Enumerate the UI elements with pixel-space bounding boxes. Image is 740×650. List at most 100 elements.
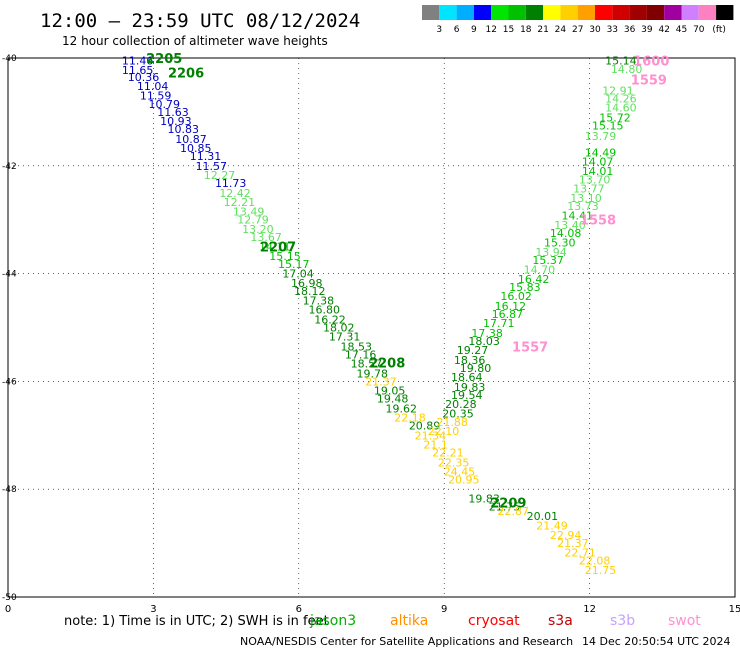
wave-height-labels: 11.4611.6510.3611.0411.5910.7911.6310.93… [122,55,643,577]
wave-height-label: 19.78 [356,367,388,380]
color-swatch [422,5,440,20]
wave-height-label: 11.46 [122,55,154,68]
legend-item-swot: swot [668,613,701,629]
color-scale-tick: 12 [485,25,496,35]
color-scale-tick: 9 [471,25,477,35]
wave-height-label: 13.40 [554,219,586,232]
wave-height-label: 18.64 [451,371,483,384]
wave-height-label: 12.27 [204,169,236,182]
legend-item-altika: altika [390,613,428,629]
y-tick-label: -44 [2,270,17,280]
legend-item-cryosat: cryosat [468,613,520,629]
pass-time-annotation: 1558 [580,214,616,229]
wave-height-label: 13.70 [579,173,611,186]
color-scale-tick: 27 [572,25,583,35]
wave-height-label: 14.70 [524,263,556,276]
wave-height-label: 13.79 [585,130,617,143]
color-swatch [473,5,492,20]
wave-height-label: 21.37 [365,375,397,388]
wave-height-label: 11.73 [215,177,247,190]
wave-height-label: 16.42 [518,273,550,286]
wave-height-label: 12.42 [219,187,251,200]
pass-time-annotation: 1600 [633,55,669,70]
chart-subtitle: 12 hour collection of altimeter wave hei… [62,34,328,48]
wave-height-label: 17.38 [471,327,503,340]
wave-height-label: 18.57 [351,358,383,371]
wave-height-label: 18.12 [294,285,326,298]
wave-height-label: 16.80 [308,304,340,317]
color-swatch [612,5,630,20]
note-text: note: 1) Time is in UTC; 2) SWH is in fe… [64,614,329,629]
wave-height-label: 10.87 [175,133,207,146]
wave-height-label: 14.80 [611,63,643,76]
color-swatch [456,5,474,20]
legend-item-s3a: s3a [548,613,573,629]
wave-height-label: 21.1 [423,438,448,451]
color-swatch [664,5,682,20]
wave-height-label: 17.16 [345,348,377,361]
color-scale-tick: 70 [693,25,705,35]
y-tick-label: -46 [2,377,17,387]
color-scale-tick: 24 [555,25,567,35]
footer-credit: NOAA/NESDIS Center for Satellite Applica… [240,635,573,648]
color-scale-tick: 42 [658,25,669,35]
wave-height-label: 13.77 [573,182,605,195]
x-tick-label: 12 [583,604,596,615]
wave-height-label: 19.27 [457,344,489,357]
wave-height-label: 12.91 [602,84,634,97]
wave-height-label: 21.88 [436,416,468,429]
wave-height-label: 15.14 [605,55,637,68]
wave-height-label: 18.36 [454,354,486,367]
y-tick-label: -42 [2,162,17,172]
legend-item-s3b: s3b [610,613,635,629]
wave-height-label: 10.85 [180,142,212,155]
color-swatch [525,5,544,20]
wave-height-label: 15.83 [509,281,541,294]
pass-time-annotation: 2205 [146,52,182,67]
wave-height-label: 19.83 [468,492,500,505]
pass-time-annotation: 1557 [512,340,548,355]
wave-height-label: 20.89 [409,420,441,433]
wave-height-label: 15.30 [544,236,576,249]
wave-height-label: 15.72 [599,111,631,124]
pass-time-annotation: 2209 [490,497,526,512]
x-tick-label: 6 [296,604,302,615]
wave-height-label: 15.15 [592,119,624,132]
wave-height-label: 21.75 [489,500,520,513]
wave-height-label: 21.37 [557,537,589,550]
wave-height-label: 14.07 [582,155,614,168]
pass-time-annotation: 1559 [631,74,667,89]
wave-height-label: 13.67 [250,231,281,244]
color-scale-tick: 36 [624,25,636,35]
wave-height-label: 21.34 [415,429,447,442]
wave-height-label: 17.38 [303,295,335,308]
wave-height-label: 11.65 [122,64,154,77]
wave-height-label: 15.17 [278,258,310,271]
color-scale-tick: 39 [641,25,653,35]
wave-height-label: 10.83 [167,123,199,136]
satellite-legend: jason3 altika cryosat s3a s3b swot [309,613,701,629]
chart-title: 12:00 — 23:59 UTC 08/12/2024 [40,10,360,32]
wave-height-label: 14.41 [561,209,593,222]
wave-height-label: 21.75 [585,564,617,577]
wave-height-label: 22.18 [394,412,426,425]
color-scale-tick: 6 [454,25,460,35]
wave-height-label: 11.31 [190,150,222,163]
color-swatch [491,5,509,20]
wave-height-label: 19.80 [460,362,492,375]
color-scale-tick: 30 [589,25,601,35]
wave-height-label: 10.79 [149,98,181,111]
color-swatch [543,5,561,20]
wave-height-label: 20.95 [448,473,480,486]
wave-height-label: 14.60 [605,102,637,115]
color-scale-bar: 3 6 9 12 15 18 21 24 27 30 33 36 39 42 45 70 (ft) [422,5,734,35]
y-axis-ticks: -40 -42 -44 -46 -48 -50 [2,54,17,603]
pass-time-annotation: 2206 [168,67,204,82]
wave-height-label: 22.35 [438,456,470,469]
plot-frame [7,57,736,598]
color-swatch [698,5,717,20]
wave-height-label: 22.10 [428,425,460,438]
wave-height-label: 17.31 [329,331,361,344]
color-scale-tick: 21 [537,25,548,35]
wave-height-label: 13.73 [567,200,599,213]
